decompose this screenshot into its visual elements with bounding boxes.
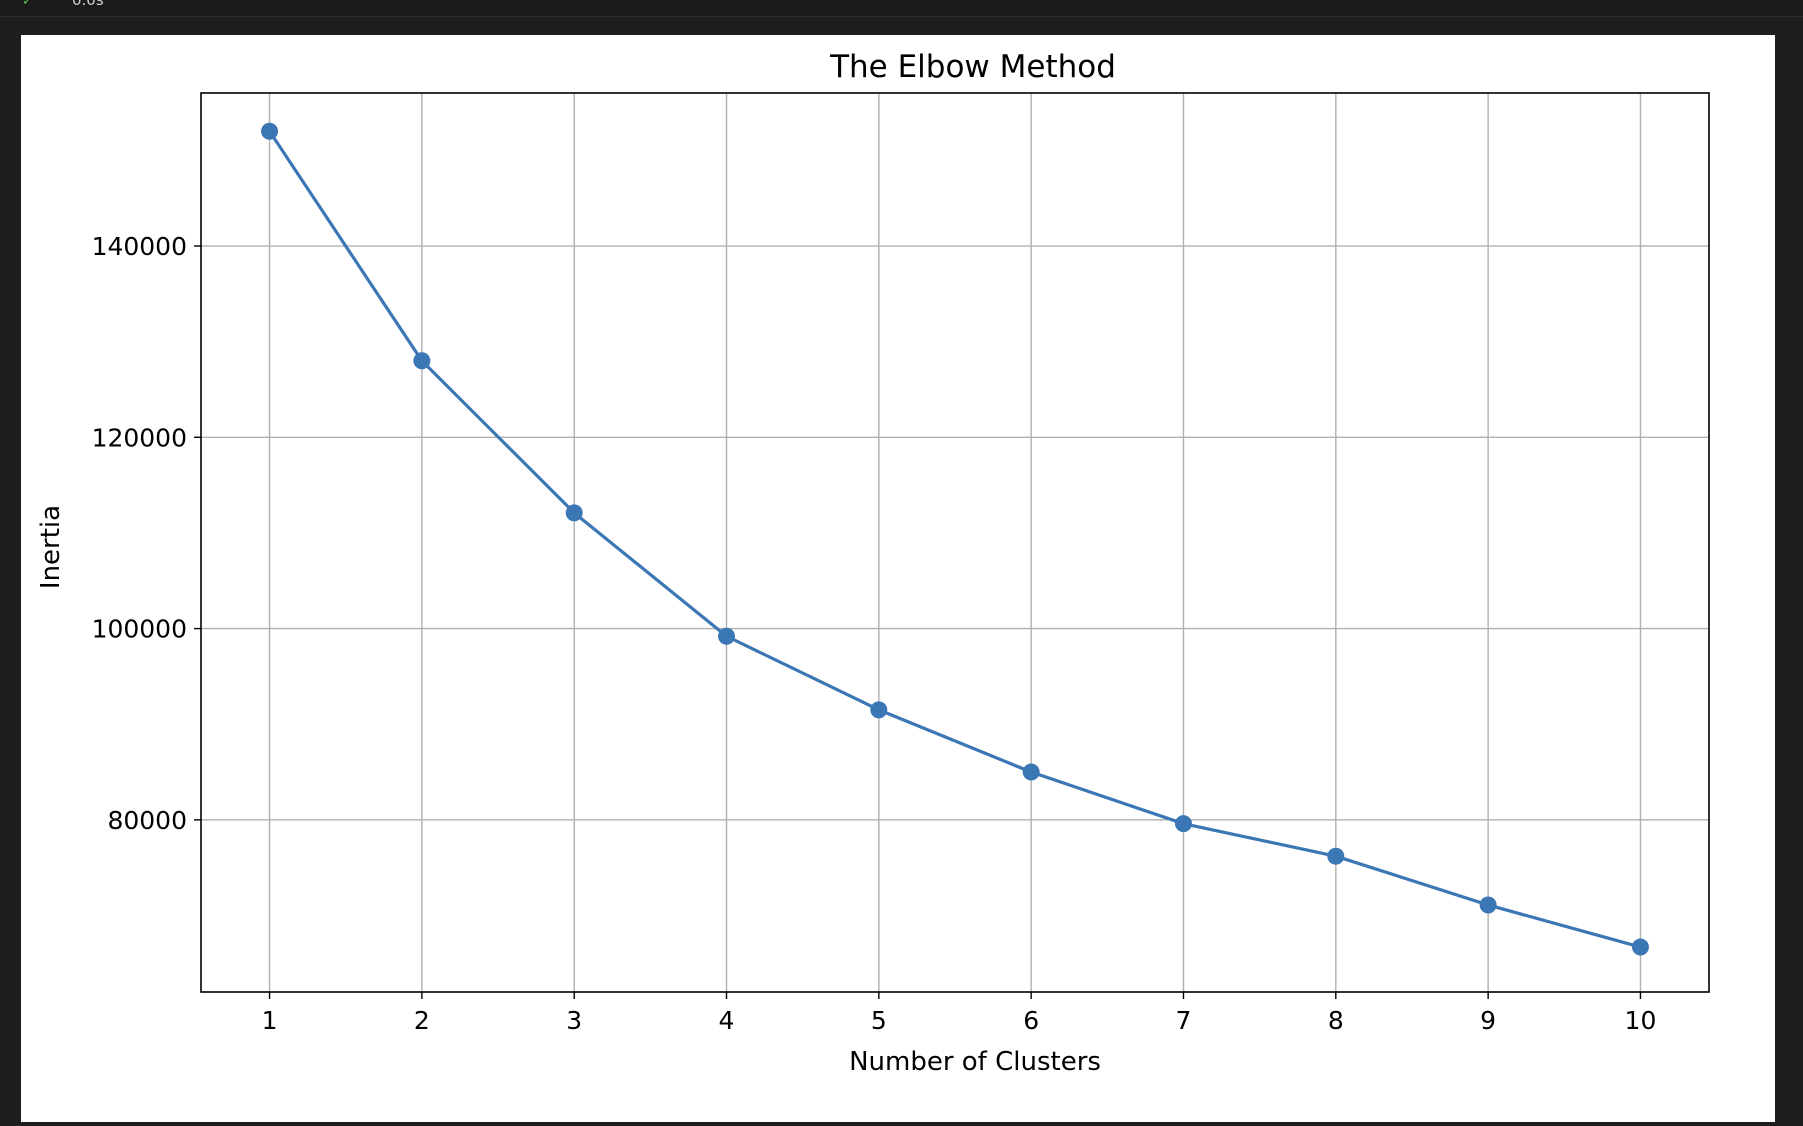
- data-point: [1327, 847, 1345, 865]
- data-point: [1479, 896, 1497, 914]
- check-icon: ✓: [22, 0, 33, 9]
- grid-lines: [201, 93, 1709, 992]
- notebook-toolbar: ✓ 0.0s: [0, 0, 1803, 17]
- series-line: [268, 130, 1641, 949]
- data-point: [1022, 763, 1040, 781]
- x-tick-label: 10: [1625, 1006, 1657, 1035]
- x-tick-label: 5: [871, 1006, 887, 1035]
- x-axis-label: Number of Clusters: [849, 1047, 1101, 1077]
- x-tick-label: 1: [262, 1006, 278, 1035]
- data-point: [565, 504, 583, 522]
- data-point: [413, 352, 431, 370]
- data-point: [261, 122, 279, 140]
- y-tick-label: 80000: [107, 806, 187, 835]
- y-tick-label: 100000: [92, 615, 187, 644]
- x-tick-label: 2: [414, 1006, 430, 1035]
- data-series: [261, 122, 1649, 956]
- x-tick-label: 4: [719, 1006, 735, 1035]
- x-tick-label: 8: [1328, 1006, 1344, 1035]
- data-point: [718, 627, 736, 645]
- y-axis-label: Inertia: [36, 505, 66, 589]
- data-point: [1174, 815, 1192, 833]
- x-tick-label: 6: [1023, 1006, 1039, 1035]
- chart-title: The Elbow Method: [829, 49, 1116, 85]
- data-point: [870, 701, 888, 719]
- y-tick-label: 120000: [92, 423, 187, 452]
- x-tick-label: 7: [1176, 1006, 1192, 1035]
- x-tick-label: 9: [1480, 1006, 1496, 1035]
- y-tick-label: 140000: [92, 232, 187, 261]
- data-point: [1631, 938, 1649, 956]
- elbow-chart: The Elbow Method 1 2 3 4 5 6 7 8 9 10800001000001…: [36, 49, 1710, 1077]
- cell-output: The Elbow Method 1 2 3 4 5 6 7 8 9 10 80000 100000 1…: [21, 35, 1775, 1122]
- plot-area-frame: [200, 92, 1710, 993]
- execution-time: 0.0s: [72, 0, 104, 9]
- axis-ticks: 1 2 3 4 5 6 7 8 9 10 80000 100000 120000 140000: [92, 232, 1657, 1035]
- x-tick-label: 3: [566, 1006, 582, 1035]
